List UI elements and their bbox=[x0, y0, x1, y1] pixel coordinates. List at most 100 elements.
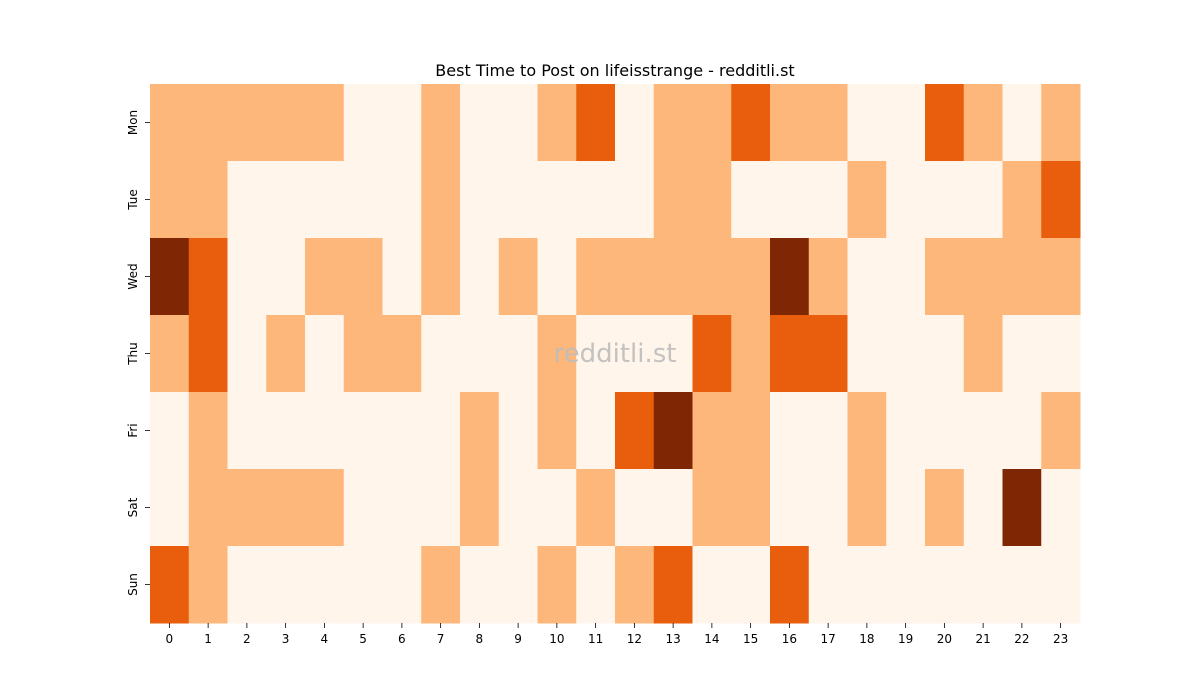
heatmap-cell-fri-13 bbox=[653, 392, 693, 470]
heatmap-cell-thu-22 bbox=[1002, 315, 1042, 393]
heatmap-cell-sat-10 bbox=[537, 469, 577, 547]
heatmap-cell-thu-7 bbox=[421, 315, 461, 393]
heatmap-cell-sat-21 bbox=[963, 469, 1003, 547]
heatmap-cell-mon-23 bbox=[1041, 84, 1081, 162]
heatmap-cell-fri-2 bbox=[227, 392, 267, 470]
heatmap-cell-thu-5 bbox=[343, 315, 383, 393]
heatmap-cell-fri-14 bbox=[692, 392, 732, 470]
x-tick-label: 15 bbox=[743, 632, 758, 646]
y-tick-label: Tue bbox=[126, 189, 140, 211]
heatmap-cell-mon-19 bbox=[886, 84, 926, 162]
heatmap-cell-tue-14 bbox=[692, 161, 732, 239]
heatmap-cell-sat-5 bbox=[343, 469, 383, 547]
heatmap-cell-mon-21 bbox=[963, 84, 1003, 162]
x-tick-label: 11 bbox=[588, 632, 603, 646]
x-tick-label: 7 bbox=[437, 632, 445, 646]
heatmap-cell-thu-2 bbox=[227, 315, 267, 393]
heatmap-cell-tue-5 bbox=[343, 161, 383, 239]
heatmap-cell-sat-1 bbox=[188, 469, 228, 547]
heatmap-cell-sat-3 bbox=[266, 469, 306, 547]
x-tick-label: 0 bbox=[166, 632, 174, 646]
heatmap-cell-tue-10 bbox=[537, 161, 577, 239]
heatmap-cell-tue-0 bbox=[150, 161, 190, 239]
heatmap-cell-fri-21 bbox=[963, 392, 1003, 470]
heatmap-cell-tue-16 bbox=[770, 161, 810, 239]
heatmap-cell-mon-20 bbox=[925, 84, 965, 162]
heatmap-cell-thu-13 bbox=[653, 315, 693, 393]
heatmap-cell-sat-12 bbox=[615, 469, 655, 547]
heatmap-cell-tue-11 bbox=[576, 161, 616, 239]
heatmap-cell-mon-5 bbox=[343, 84, 383, 162]
x-tick-label: 19 bbox=[898, 632, 913, 646]
heatmap-cell-mon-14 bbox=[692, 84, 732, 162]
heatmap-cell-mon-0 bbox=[150, 84, 190, 162]
heatmap-cell-tue-8 bbox=[460, 161, 500, 239]
heatmap-cell-thu-12 bbox=[615, 315, 655, 393]
heatmap-cell-wed-13 bbox=[653, 238, 693, 316]
heatmap-cell-fri-15 bbox=[731, 392, 771, 470]
heatmap-cell-mon-8 bbox=[460, 84, 500, 162]
heatmap-cell-thu-11 bbox=[576, 315, 616, 393]
heatmap-cell-wed-10 bbox=[537, 238, 577, 316]
heatmap-cell-fri-22 bbox=[1002, 392, 1042, 470]
heatmap-cell-sat-7 bbox=[421, 469, 461, 547]
heatmap-cell-wed-14 bbox=[692, 238, 732, 316]
x-tick-label: 10 bbox=[549, 632, 564, 646]
y-tick-label: Fri bbox=[126, 423, 140, 437]
x-tick-label: 12 bbox=[627, 632, 642, 646]
heatmap-cell-sun-23 bbox=[1041, 546, 1081, 624]
x-tick-label: 3 bbox=[282, 632, 290, 646]
heatmap-cell-tue-17 bbox=[808, 161, 848, 239]
heatmap-cell-wed-12 bbox=[615, 238, 655, 316]
heatmap-cell-sun-10 bbox=[537, 546, 577, 624]
heatmap-cell-sun-22 bbox=[1002, 546, 1042, 624]
heatmap-cell-mon-9 bbox=[498, 84, 538, 162]
heatmap-cell-sun-9 bbox=[498, 546, 538, 624]
heatmap-cell-wed-4 bbox=[305, 238, 345, 316]
heatmap-cell-thu-8 bbox=[460, 315, 500, 393]
heatmap-cell-wed-7 bbox=[421, 238, 461, 316]
watermark: redditli.st bbox=[554, 339, 677, 369]
heatmap-cell-fri-10 bbox=[537, 392, 577, 470]
x-axis: 0 1 2 3 4 5 6 7 8 9 10 11 12 13 14 15 16 17 18 19 20 21 22 23 bbox=[166, 623, 1068, 646]
x-tick-label: 17 bbox=[820, 632, 835, 646]
heatmap-cell-sat-22 bbox=[1002, 469, 1042, 547]
heatmap-cell-sun-19 bbox=[886, 546, 926, 624]
heatmap-cell-thu-23 bbox=[1041, 315, 1081, 393]
x-tick-label: 13 bbox=[665, 632, 680, 646]
x-tick-label: 14 bbox=[704, 632, 719, 646]
heatmap-cell-fri-18 bbox=[847, 392, 887, 470]
heatmap-cell-thu-21 bbox=[963, 315, 1003, 393]
heatmap-cell-sat-23 bbox=[1041, 469, 1081, 547]
heatmap-cell-mon-10 bbox=[537, 84, 577, 162]
heatmap-cell-thu-9 bbox=[498, 315, 538, 393]
heatmap-cell-tue-21 bbox=[963, 161, 1003, 239]
heatmap-cell-thu-14 bbox=[692, 315, 732, 393]
x-tick-label: 5 bbox=[359, 632, 367, 646]
heatmap-cell-wed-16 bbox=[770, 238, 810, 316]
heatmap-cell-mon-15 bbox=[731, 84, 771, 162]
heatmap-cell-sat-0 bbox=[150, 469, 190, 547]
heatmap-cell-wed-22 bbox=[1002, 238, 1042, 316]
heatmap-cell-sun-17 bbox=[808, 546, 848, 624]
heatmap-cell-sat-4 bbox=[305, 469, 345, 547]
heatmap-cell-wed-8 bbox=[460, 238, 500, 316]
heatmap-cell-sun-15 bbox=[731, 546, 771, 624]
heatmap-cell-tue-1 bbox=[188, 161, 228, 239]
heatmap-cell-wed-23 bbox=[1041, 238, 1081, 316]
heatmap-cell-wed-5 bbox=[343, 238, 383, 316]
heatmap-cell-fri-7 bbox=[421, 392, 461, 470]
y-tick-label: Wed bbox=[126, 263, 140, 289]
x-tick-label: 4 bbox=[321, 632, 329, 646]
heatmap-cell-thu-19 bbox=[886, 315, 926, 393]
heatmap-cell-tue-6 bbox=[382, 161, 422, 239]
heatmap-cell-mon-18 bbox=[847, 84, 887, 162]
heatmap-cell-thu-10 bbox=[537, 315, 577, 393]
x-tick-label: 18 bbox=[859, 632, 874, 646]
heatmap-cell-mon-16 bbox=[770, 84, 810, 162]
heatmap-cell-mon-4 bbox=[305, 84, 345, 162]
heatmap-cell-tue-9 bbox=[498, 161, 538, 239]
heatmap-cell-mon-3 bbox=[266, 84, 306, 162]
heatmap-cell-thu-15 bbox=[731, 315, 771, 393]
heatmap-cell-mon-12 bbox=[615, 84, 655, 162]
